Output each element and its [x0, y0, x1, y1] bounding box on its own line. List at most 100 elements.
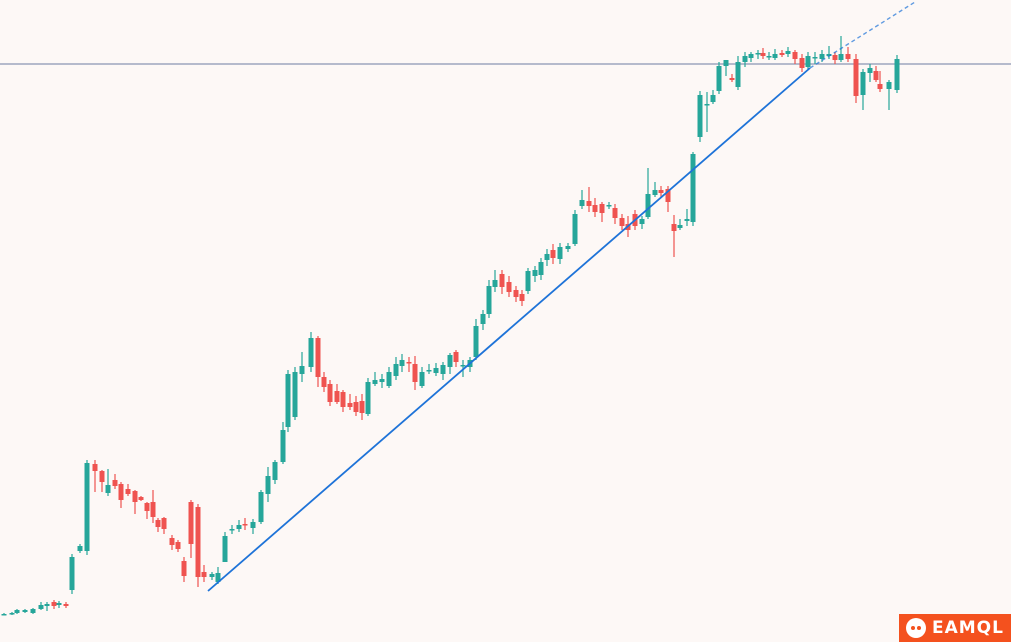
candle-body — [419, 372, 425, 386]
candle-3 — [14, 609, 20, 614]
brand-logo: EAMQL — [899, 614, 1011, 642]
candle-body — [799, 58, 805, 68]
candle-66 — [440, 362, 446, 380]
candle-22 — [144, 502, 150, 519]
candle-85 — [565, 243, 571, 252]
candle-body — [525, 271, 531, 291]
candle-body — [557, 247, 563, 259]
candle-body — [406, 362, 412, 364]
candle-116 — [766, 52, 772, 60]
trendline — [207, 67, 811, 592]
robot-icon — [906, 618, 926, 638]
candle-body — [894, 59, 900, 90]
candle-body — [853, 59, 859, 96]
candle-body — [480, 314, 486, 324]
candle-121 — [799, 54, 805, 72]
candle-9 — [56, 601, 62, 608]
candle-60 — [399, 354, 405, 372]
candle-71 — [473, 319, 479, 360]
candle-body — [779, 53, 785, 55]
candle-body — [56, 603, 62, 605]
candle-body — [492, 280, 498, 287]
candle-body — [838, 54, 844, 60]
candle-133 — [877, 71, 883, 92]
candle-body — [440, 365, 446, 374]
candle-54 — [359, 394, 365, 420]
candle-body — [426, 370, 432, 372]
candle-body — [639, 219, 645, 224]
candle-13 — [84, 460, 90, 555]
candle-21 — [138, 496, 144, 501]
candle-117 — [772, 49, 778, 60]
candle-body — [652, 190, 658, 195]
candle-46 — [308, 332, 314, 372]
candle-16 — [105, 469, 111, 496]
candle-93 — [619, 214, 625, 230]
candle-body — [886, 82, 892, 89]
candle-115 — [760, 48, 766, 59]
candle-body — [327, 384, 333, 402]
candle-18 — [118, 482, 124, 508]
candle-body — [658, 190, 664, 193]
candle-51 — [340, 390, 346, 412]
candle-body — [619, 218, 625, 226]
candle-123 — [812, 52, 818, 64]
candle-body — [606, 205, 612, 207]
candle-44 — [292, 367, 298, 420]
candle-body — [30, 609, 36, 613]
candle-87 — [579, 190, 585, 209]
candle-37 — [242, 518, 248, 530]
candle-body — [265, 476, 271, 494]
candle-99 — [658, 186, 664, 197]
candle-84 — [557, 243, 563, 264]
candle-body — [645, 194, 651, 217]
candle-14 — [92, 460, 98, 492]
candle-body — [785, 51, 791, 54]
candle-39 — [258, 490, 264, 524]
candle-body — [544, 254, 550, 260]
candle-body — [453, 352, 459, 362]
candle-107 — [710, 90, 716, 104]
candle-body — [285, 374, 291, 427]
candle-body — [150, 502, 156, 517]
candle-body — [92, 464, 98, 471]
candle-body — [38, 605, 44, 609]
candle-82 — [544, 249, 550, 266]
candle-105 — [697, 91, 703, 142]
candle-7 — [44, 602, 50, 611]
candle-6 — [38, 602, 44, 610]
candle-52 — [347, 394, 353, 410]
candle-body — [292, 372, 298, 417]
candle-body — [340, 392, 346, 407]
candle-body — [723, 60, 729, 66]
candle-4 — [22, 609, 28, 613]
candle-65 — [433, 363, 439, 376]
candle-1 — [1, 613, 7, 616]
candle-body — [258, 492, 264, 522]
candle-body — [359, 401, 365, 413]
candle-body — [372, 380, 378, 384]
candle-15 — [99, 470, 105, 492]
candle-body — [84, 463, 90, 551]
candle-body — [195, 507, 201, 577]
candle-body — [280, 430, 286, 462]
candle-body — [832, 55, 838, 60]
candle-body — [473, 326, 479, 357]
candle-81 — [538, 258, 544, 280]
candle-62 — [412, 356, 418, 390]
candle-body — [1, 614, 7, 616]
candle-30 — [195, 504, 201, 587]
candle-86 — [572, 210, 578, 246]
candle-body — [592, 205, 598, 212]
candle-body — [412, 364, 418, 382]
candle-body — [215, 573, 221, 582]
candle-2 — [9, 612, 15, 615]
candle-body — [579, 200, 585, 206]
candle-49 — [327, 380, 333, 406]
candle-body — [538, 262, 544, 275]
candle-20 — [132, 490, 138, 514]
candle-47 — [315, 336, 321, 387]
candle-body — [845, 54, 851, 59]
candle-body — [386, 372, 392, 386]
